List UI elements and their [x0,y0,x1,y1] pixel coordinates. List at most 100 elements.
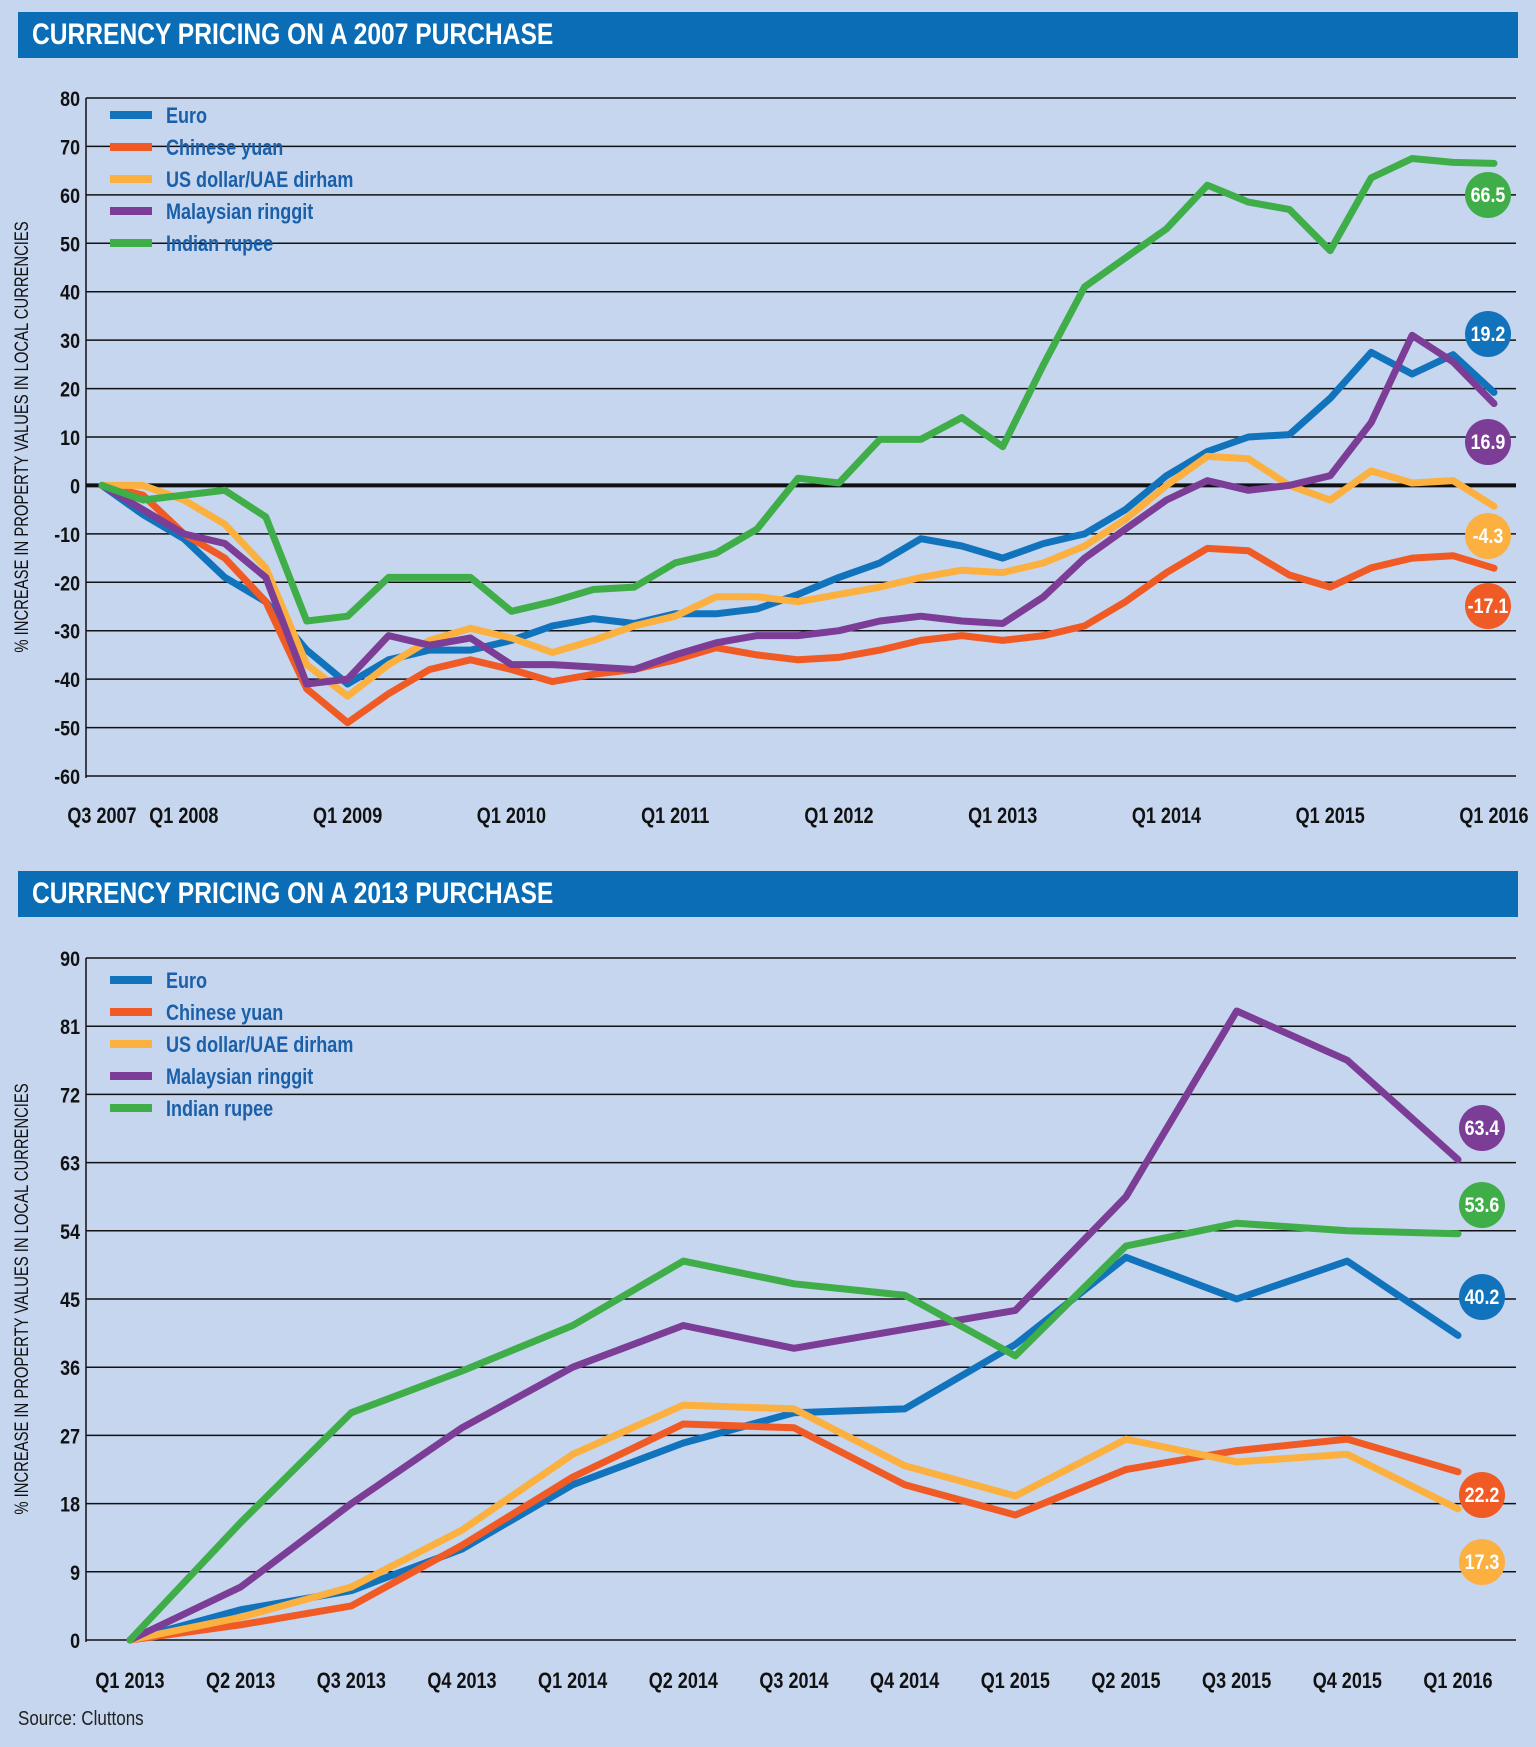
chart-2-series-line-chinese-yuan [126,1420,1462,1644]
chart-2-y-tick-label: 18 [60,1493,80,1517]
chart-1-legend-label-chinese-yuan: Chinese yuan [166,136,283,160]
chart-2-x-tick-label: Q1 2014 [538,1669,608,1693]
chart-2-x-tick-label: Q1 2015 [981,1669,1050,1693]
chart-2-legend-label-indian-rupee: Indian rupee [166,1097,273,1121]
chart-1-x-tick-label: Q1 2015 [1296,804,1365,828]
chart-2-y-tick-label: 54 [60,1220,80,1244]
chart-1-series-line-us-dollar-uae-dirham [98,452,1498,700]
chart-2-legend-swatch-malaysian-ringgit [110,1072,152,1080]
chart-2-legend-swatch-us-dollar-uae-dirham [110,1040,152,1048]
chart-1-legend-swatch-indian-rupee [110,239,152,247]
chart-1-legend-label-us-dollar-uae-dirham: US dollar/UAE dirham [166,168,353,192]
chart-1-legend-swatch-chinese-yuan [110,143,152,151]
chart-1-y-tick-label: -50 [54,717,80,741]
chart-2-x-tick-label: Q4 2015 [1313,1669,1382,1693]
chart-1-y-tick-label: 60 [60,185,80,209]
chart-1-x-tick-label: Q1 2009 [313,804,382,828]
chart-2-end-label-us-dollar-uae-dirham: 17.3 [1465,1551,1500,1575]
chart-2-x-tick-label: Q1 2013 [95,1669,164,1693]
chart-1-x-tick-label: Q3 2007 [67,804,136,828]
chart-2-end-label-indian-rupee: 53.6 [1465,1194,1500,1218]
chart-2-end-label-euro: 40.2 [1465,1286,1500,1310]
chart-1-y-tick-label: -60 [54,766,80,790]
chart-2-legend-label-malaysian-ringgit: Malaysian ringgit [166,1065,314,1089]
chart-1-y-tick-label: 0 [70,475,80,499]
chart-1-legend-swatch-us-dollar-uae-dirham [110,175,152,183]
chart-1-y-tick-label: -40 [54,669,80,693]
chart-2-y-tick-label: 0 [70,1630,80,1654]
chart-1-end-badge-chinese-yuan [1465,583,1511,629]
chart-1-plot: 80 70 60 50 40 30 20 10 0 -10 -20 -30 -40 -50 -60 % INC… [11,88,1528,829]
chart-2-title: CURRENCY PRICING ON A 2013 PURCHASE [32,877,554,910]
chart-2-x-tick-label: Q2 2014 [649,1669,719,1693]
chart-1-end-badge-malaysian-ringgit [1465,419,1511,465]
chart-2-legend-label-chinese-yuan: Chinese yuan [166,1001,283,1025]
chart-1-x-tick-label: Q1 2013 [968,804,1037,828]
chart-2-end-badge-euro [1459,1274,1505,1320]
chart-2-x-tick-label: Q4 2014 [870,1669,940,1693]
chart-1-y-tick-label: 70 [60,136,80,160]
chart-1-series-line-malaysian-ringgit [98,331,1498,688]
chart-1-end-badge-us-dollar-uae-dirham [1465,513,1511,559]
chart-2-series-line-us-dollar-uae-dirham [126,1401,1462,1644]
chart-1-end-label-us-dollar-uae-dirham: -4.3 [1473,525,1504,549]
chart-2-title-banner: CURRENCY PRICING ON A 2013 PURCHASE [18,871,1518,917]
chart-1-title: CURRENCY PRICING ON A 2007 PURCHASE [32,18,554,51]
chart-2-y-tick-label: 36 [60,1357,80,1381]
chart-2-y-tick-label: 90 [60,948,80,972]
chart-2-y-tick-label: 63 [60,1152,80,1176]
chart-2-x-tick-label: Q2 2013 [206,1669,275,1693]
chart-1-legend-label-indian-rupee: Indian rupee [166,232,273,256]
chart-2-y-axis-label: % INCREASE IN PROPERTY VALUES IN LOCAL C… [11,1083,32,1514]
chart-2-end-label-malaysian-ringgit: 63.4 [1465,1117,1500,1141]
chart-2-x-tick-label: Q3 2013 [317,1669,386,1693]
chart-2-legend-label-us-dollar-uae-dirham: US dollar/UAE dirham [166,1033,353,1057]
chart-1-y-tick-label: -30 [54,620,80,644]
chart-1-legend-swatch-euro [110,111,152,119]
chart-2-x-tick-label: Q1 2016 [1423,1669,1492,1693]
chart-1-y-tick-label: 40 [60,281,80,305]
chart-2-end-badge-us-dollar-uae-dirham [1459,1539,1505,1585]
chart-1-y-tick-label: 20 [60,378,80,402]
chart-2-y-tick-label: 45 [60,1289,80,1313]
chart-2-series-line-malaysian-ringgit [126,1007,1462,1644]
chart-2-legend-swatch-euro [110,976,152,984]
chart-1-y-tick-label: 50 [60,233,80,257]
chart-1-y-tick-label: 80 [60,88,80,112]
source-note: Source: Cluttons [18,1708,144,1730]
chart-2-y-tick-label: 81 [60,1016,80,1040]
chart-1-y-tick-label: 30 [60,330,80,354]
chart-1-series-line-euro [98,348,1498,688]
chart-2-legend-label-euro: Euro [166,969,207,993]
chart-2-legend-swatch-indian-rupee [110,1104,152,1112]
chart-1-end-badge-indian-rupee [1465,172,1511,218]
chart-1-legend-label-euro: Euro [166,104,207,128]
chart-1-x-tick-label: Q1 2014 [1132,804,1202,828]
chart-1-end-label-malaysian-ringgit: 16.9 [1471,431,1506,455]
chart-1-x-tick-label: Q1 2012 [804,804,873,828]
chart-2-legend-swatch-chinese-yuan [110,1008,152,1016]
chart-2-end-badge-chinese-yuan [1459,1472,1505,1518]
chart-2-x-tick-label: Q2 2015 [1091,1669,1160,1693]
chart-1-end-label-indian-rupee: 66.5 [1471,184,1506,208]
chart-2-x-tick-label: Q3 2015 [1202,1669,1271,1693]
chart-1-legend-label-malaysian-ringgit: Malaysian ringgit [166,200,314,224]
chart-1-x-tick-label: Q1 2011 [641,804,709,828]
chart-1-y-tick-label: 10 [60,427,80,451]
chart-2-series-line-indian-rupee [126,1219,1462,1644]
chart-2-end-badge-malaysian-ringgit [1459,1105,1505,1151]
chart-1-title-banner: CURRENCY PRICING ON A 2007 PURCHASE [18,12,1518,58]
chart-1-y-axis-label: % INCREASE IN PROPERTY VALUES IN LOCAL C… [11,221,32,652]
chart-1-series-line-chinese-yuan [98,481,1498,727]
chart-2-end-label-chinese-yuan: 22.2 [1465,1484,1500,1508]
chart-2-x-tick-label: Q3 2014 [759,1669,829,1693]
chart-1-x-tick-label: Q1 2016 [1459,804,1528,828]
chart-1-end-label-euro: 19.2 [1471,323,1506,347]
chart-1-x-tick-label: Q1 2008 [149,804,218,828]
chart-2-end-badge-indian-rupee [1459,1182,1505,1228]
chart-2-x-tick-label: Q4 2013 [427,1669,496,1693]
chart-1-y-tick-label: -10 [54,524,80,548]
chart-1-end-label-chinese-yuan: -17.1 [1468,595,1509,619]
chart-2-y-tick-label: 72 [60,1084,80,1108]
